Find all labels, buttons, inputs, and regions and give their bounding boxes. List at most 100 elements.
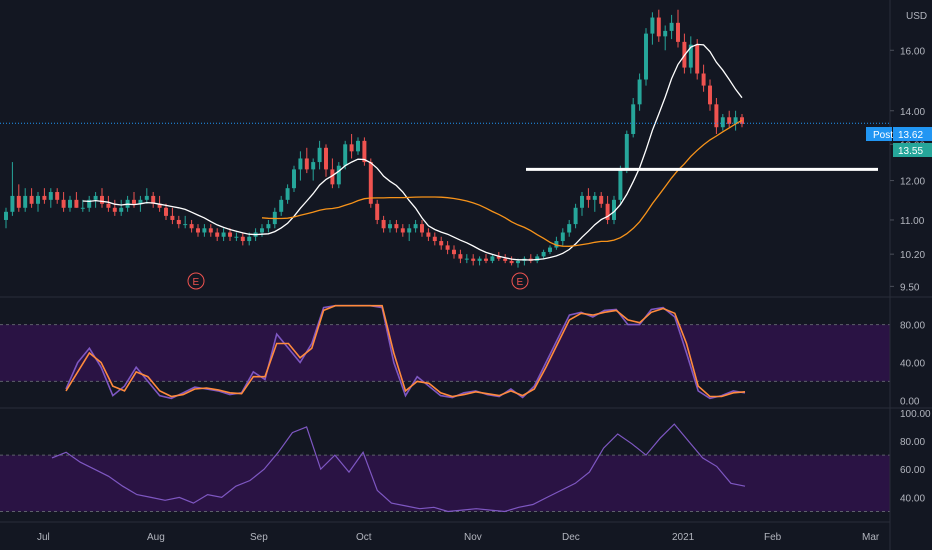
candle-body (452, 249, 456, 255)
rsi-tick-label: 80.00 (900, 437, 925, 448)
candle-body (375, 203, 380, 220)
price-tag-last: 13.62 (893, 127, 932, 141)
candle-body (215, 232, 220, 237)
candle-body (349, 144, 354, 152)
candle-body (74, 199, 79, 208)
candle-body (420, 224, 424, 233)
candle-body (362, 140, 367, 163)
candle-body (714, 104, 719, 128)
candle-body (496, 256, 501, 259)
candle-body (343, 144, 348, 166)
candle-body (228, 232, 232, 237)
candle-body (55, 192, 60, 200)
candle-body (106, 203, 111, 208)
stochastic-tick-label: 40.00 (900, 358, 925, 369)
ma-short-line (82, 43, 743, 261)
candle-body (16, 195, 21, 208)
time-tick-label: Sep (250, 532, 268, 543)
candle-body (432, 236, 437, 242)
candle-body (80, 207, 85, 209)
candle-body (439, 241, 444, 246)
candle-body (119, 207, 124, 212)
candle-body (279, 199, 284, 212)
candle-body (368, 162, 373, 204)
candle-body (221, 232, 226, 237)
candle-body (87, 199, 92, 208)
candle-body (311, 162, 316, 170)
candle-body (708, 85, 712, 105)
candle-body (164, 207, 168, 216)
candle-body (407, 228, 412, 233)
candle-body (688, 44, 693, 68)
stochastic-tick-label: 0.00 (900, 396, 920, 407)
candle-body (336, 165, 341, 185)
stochastic-d-line (65, 304, 746, 398)
candle-body (266, 224, 271, 229)
candle-body (701, 73, 706, 86)
candle-body (292, 169, 296, 189)
price-tick-label: 9.50 (900, 282, 920, 293)
candle-body (330, 169, 335, 185)
candle-body (464, 258, 469, 260)
stochastic-tick-label: 80.00 (900, 321, 925, 332)
candle-body (61, 199, 66, 208)
candle-body (637, 79, 642, 105)
rsi-tick-label: 100.00 (900, 409, 931, 420)
candle-body (650, 17, 655, 34)
candle-body (503, 258, 508, 261)
price-tick-label: 11.00 (900, 216, 925, 227)
rsi-band (0, 455, 890, 512)
candle-body (612, 199, 616, 220)
candle-body (317, 147, 322, 163)
candle-body (151, 195, 156, 204)
price-tick-label: 10.20 (900, 250, 925, 261)
candle-body (720, 117, 725, 128)
candle-body (580, 195, 584, 208)
stochastic-band (0, 324, 890, 382)
earnings-label: E (517, 277, 524, 288)
candle-body (93, 195, 98, 200)
candle-body (554, 241, 559, 248)
candle-body (413, 224, 418, 229)
rsi-pane[interactable] (0, 423, 890, 513)
candle-body (541, 251, 546, 257)
candle-body (42, 195, 47, 200)
earnings-label: E (193, 277, 200, 288)
candle-body (695, 44, 700, 74)
candle-body (733, 117, 738, 124)
candle-body (132, 199, 136, 204)
candle-body (260, 228, 264, 233)
post-label: Post (873, 130, 893, 141)
candle-body (471, 258, 476, 261)
candle-body (240, 236, 245, 242)
ma-long-line (261, 119, 743, 247)
candle-body (176, 219, 181, 225)
candle-body (196, 228, 200, 233)
price-tag-last-text: 13.62 (898, 130, 923, 141)
time-tick-label: Dec (562, 532, 580, 543)
candle-body (170, 215, 175, 220)
candle-body (285, 188, 290, 200)
candle-body (573, 207, 578, 225)
post-badge[interactable]: Post (866, 127, 893, 141)
currency-label: USD (906, 11, 927, 22)
candle-body (426, 232, 431, 237)
candle-body (138, 199, 143, 204)
candle-body (644, 33, 648, 80)
price-tick-label: 14.00 (900, 107, 925, 118)
candle-body (247, 236, 252, 242)
rsi-line (51, 423, 746, 513)
rsi-tick-label: 40.00 (900, 493, 925, 504)
time-tick-label: Aug (147, 532, 165, 543)
candle-body (400, 228, 405, 233)
candle-body (477, 258, 482, 261)
time-tick-label: Mar (862, 532, 880, 543)
candle-body (183, 224, 188, 226)
time-tick-label: Oct (356, 532, 372, 543)
candle-body (605, 203, 610, 220)
candle-body (458, 254, 463, 259)
stochastic-pane[interactable] (0, 304, 890, 400)
candle-body (394, 224, 399, 229)
